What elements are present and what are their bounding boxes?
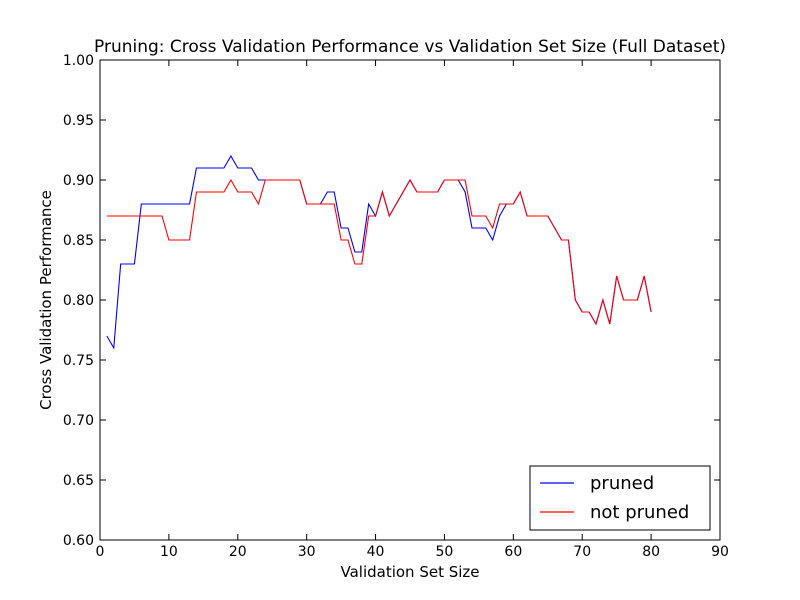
y-tick-label: 0.90: [63, 173, 94, 189]
y-tick-label: 0.80: [63, 293, 94, 309]
x-tick-label: 10: [160, 544, 178, 560]
x-tick-label: 90: [711, 544, 729, 560]
x-axis-label: Validation Set Size: [340, 563, 479, 581]
y-axis-label: Cross Validation Performance: [37, 190, 55, 410]
x-tick-label: 20: [229, 544, 247, 560]
legend-box: [529, 465, 711, 531]
x-axis: 0 10 20 30 40 50 60 70 80 90: [96, 60, 729, 560]
x-tick-label: 70: [573, 544, 591, 560]
x-tick-label: 80: [642, 544, 660, 560]
y-tick-label: 0.95: [63, 113, 94, 129]
x-tick-label: 50: [436, 544, 454, 560]
y-tick-label: 1.00: [63, 53, 94, 69]
y-axis: 0.60 0.65 0.70 0.75 0.80 0.85 0.90 0.95 1.00: [63, 53, 720, 549]
chart-title: Pruning: Cross Validation Performance vs…: [94, 37, 726, 57]
series-line-not-pruned: [106, 178, 652, 326]
x-tick-label: 40: [367, 544, 385, 560]
y-tick-label: 0.65: [63, 473, 94, 489]
y-tick-label: 0.75: [63, 353, 94, 369]
legend: pruned not pruned: [529, 465, 711, 531]
y-tick-label: 0.60: [63, 533, 94, 549]
x-tick-label: 0: [96, 544, 105, 560]
series-group: [106, 154, 652, 350]
y-tick-label: 0.85: [63, 233, 94, 249]
x-tick-label: 30: [298, 544, 316, 560]
x-tick-label: 60: [504, 544, 522, 560]
legend-label-pruned: pruned: [590, 473, 654, 494]
y-tick-label: 0.70: [63, 413, 94, 429]
legend-label-not-pruned: not pruned: [590, 502, 689, 523]
